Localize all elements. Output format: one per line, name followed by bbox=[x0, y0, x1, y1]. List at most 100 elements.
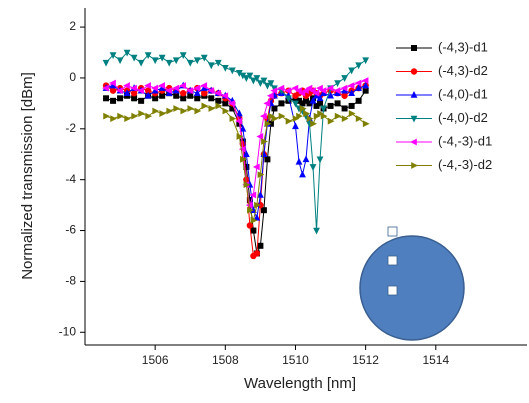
marker bbox=[228, 67, 236, 75]
marker bbox=[110, 115, 118, 123]
marker bbox=[348, 110, 356, 117]
marker bbox=[208, 95, 215, 102]
marker bbox=[362, 87, 369, 94]
marker bbox=[313, 102, 320, 109]
y-tick-label: -4 bbox=[65, 172, 76, 186]
marker bbox=[320, 105, 327, 113]
marker bbox=[246, 197, 253, 204]
marker bbox=[235, 109, 243, 117]
marker bbox=[215, 97, 222, 104]
marker bbox=[222, 107, 230, 115]
marker bbox=[271, 105, 278, 112]
marker bbox=[249, 191, 257, 199]
marker bbox=[305, 84, 313, 92]
marker bbox=[180, 107, 188, 115]
marker bbox=[341, 115, 349, 123]
marker bbox=[117, 112, 125, 120]
marker bbox=[319, 87, 327, 95]
marker bbox=[327, 91, 334, 99]
marker bbox=[208, 105, 216, 112]
marker bbox=[173, 92, 180, 99]
marker bbox=[355, 97, 362, 104]
marker bbox=[316, 84, 323, 92]
marker bbox=[306, 115, 314, 123]
marker bbox=[145, 112, 153, 120]
y-axis-label: Normalized transmission [dBm] bbox=[19, 72, 36, 280]
marker bbox=[334, 80, 341, 88]
marker bbox=[193, 57, 201, 65]
marker bbox=[144, 91, 152, 99]
legend-label: (-4,3)-d2 bbox=[438, 63, 488, 78]
marker bbox=[109, 87, 117, 94]
marker bbox=[249, 77, 257, 85]
marker bbox=[242, 150, 250, 158]
marker bbox=[152, 107, 160, 115]
marker bbox=[263, 99, 271, 107]
marker bbox=[303, 97, 309, 104]
marker bbox=[123, 49, 131, 57]
marker bbox=[215, 102, 223, 110]
legend-label: (-4,0)-d2 bbox=[438, 110, 488, 125]
marker bbox=[302, 155, 310, 163]
marker bbox=[246, 72, 254, 80]
marker bbox=[317, 110, 325, 117]
marker bbox=[180, 90, 187, 97]
marker bbox=[285, 117, 293, 125]
marker bbox=[334, 100, 341, 107]
marker bbox=[123, 82, 130, 89]
x-tick-label: 1514 bbox=[422, 353, 449, 367]
marker bbox=[194, 107, 202, 115]
marker bbox=[348, 102, 355, 109]
sample-hole bbox=[387, 226, 398, 237]
marker bbox=[355, 84, 363, 91]
marker bbox=[201, 102, 209, 110]
series bbox=[102, 49, 370, 235]
marker bbox=[179, 82, 187, 89]
legend: (-4,3)-d1 (-4,3)-d2 (-4,0)-d1 (-4,0)-d2 (-4,… bbox=[396, 36, 492, 176]
marker bbox=[116, 87, 123, 95]
marker bbox=[259, 112, 267, 120]
marker bbox=[256, 190, 264, 198]
marker bbox=[260, 77, 268, 85]
marker bbox=[260, 207, 267, 214]
marker bbox=[285, 95, 292, 103]
marker bbox=[362, 120, 370, 128]
marker bbox=[294, 87, 302, 95]
y-tick-label: -6 bbox=[65, 223, 76, 237]
marker bbox=[172, 57, 180, 65]
marker bbox=[313, 112, 321, 120]
marker bbox=[238, 145, 246, 153]
marker bbox=[144, 87, 152, 94]
marker bbox=[138, 110, 146, 117]
sample-hole bbox=[387, 285, 398, 296]
marker bbox=[187, 92, 194, 99]
marker bbox=[264, 156, 271, 163]
marker bbox=[411, 162, 418, 169]
marker bbox=[341, 92, 348, 99]
marker bbox=[201, 90, 208, 97]
marker bbox=[252, 163, 260, 171]
marker bbox=[312, 89, 320, 97]
marker bbox=[166, 107, 174, 115]
marker bbox=[130, 90, 138, 97]
marker bbox=[341, 105, 348, 112]
marker bbox=[151, 84, 158, 92]
marker bbox=[229, 115, 237, 123]
sample-disk bbox=[359, 235, 465, 341]
marker bbox=[270, 87, 278, 95]
marker bbox=[362, 81, 370, 89]
legend-label: (-4,-3)-d2 bbox=[438, 157, 492, 172]
marker bbox=[254, 201, 261, 209]
marker bbox=[240, 155, 247, 163]
marker bbox=[296, 112, 303, 120]
marker bbox=[292, 122, 299, 130]
marker bbox=[355, 62, 363, 70]
marker bbox=[159, 92, 166, 99]
marker bbox=[292, 115, 300, 123]
marker bbox=[200, 54, 208, 62]
marker bbox=[303, 110, 310, 117]
marker bbox=[159, 110, 167, 117]
x-tick-label: 1512 bbox=[352, 353, 379, 367]
marker bbox=[317, 100, 324, 107]
marker bbox=[253, 250, 261, 257]
